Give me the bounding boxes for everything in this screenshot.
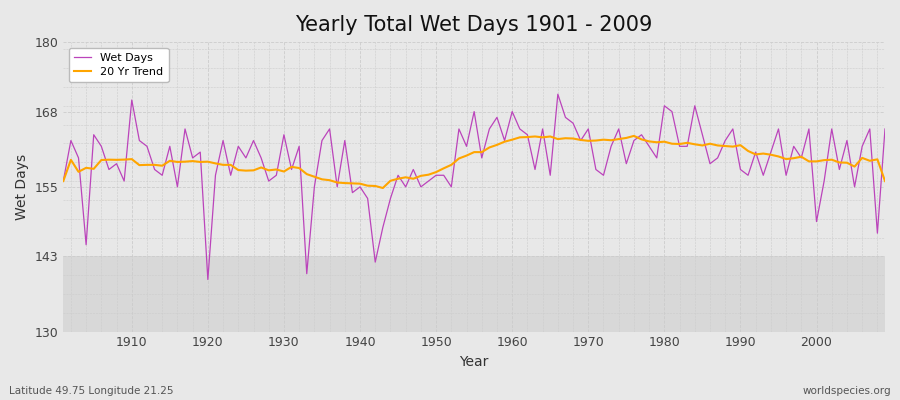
Y-axis label: Wet Days: Wet Days	[15, 154, 29, 220]
20 Yr Trend	[119, 157, 130, 162]
20 Yr Trend	[507, 137, 517, 142]
Legend: Wet Days, 20 Yr Trend: Wet Days, 20 Yr Trend	[68, 48, 168, 82]
20 Yr Trend	[58, 179, 68, 184]
20 Yr Trend	[286, 164, 297, 169]
Wet Days	[515, 126, 526, 131]
Wet Days	[507, 109, 517, 114]
Wet Days	[553, 92, 563, 97]
20 Yr Trend	[332, 180, 343, 185]
Wet Days	[202, 277, 213, 282]
Line: 20 Yr Trend: 20 Yr Trend	[63, 136, 885, 188]
20 Yr Trend	[515, 135, 526, 140]
Wet Days	[613, 126, 624, 131]
Title: Yearly Total Wet Days 1901 - 2009: Yearly Total Wet Days 1901 - 2009	[295, 15, 652, 35]
Line: Wet Days: Wet Days	[63, 94, 885, 280]
Wet Days	[58, 179, 68, 184]
20 Yr Trend	[377, 186, 388, 190]
X-axis label: Year: Year	[460, 355, 489, 369]
Text: Latitude 49.75 Longitude 21.25: Latitude 49.75 Longitude 21.25	[9, 386, 174, 396]
Text: worldspecies.org: worldspecies.org	[803, 386, 891, 396]
Bar	[63, 256, 885, 332]
Wet Days	[339, 138, 350, 143]
Wet Days	[879, 126, 890, 131]
20 Yr Trend	[628, 134, 639, 138]
Wet Days	[293, 144, 304, 149]
20 Yr Trend	[606, 138, 616, 143]
20 Yr Trend	[879, 179, 890, 184]
Wet Days	[119, 179, 130, 184]
